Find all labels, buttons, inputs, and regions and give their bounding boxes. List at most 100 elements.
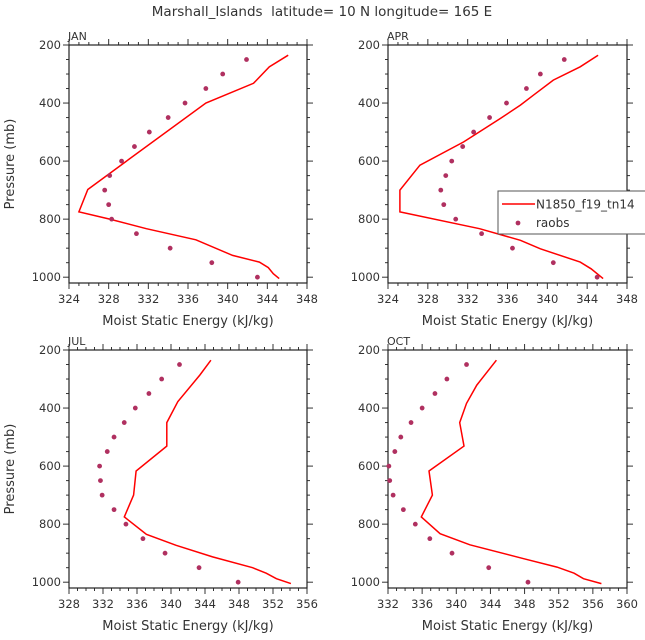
obs-point [98,478,103,484]
x-tick-label: 344 [576,292,598,306]
obs-point [132,405,138,411]
x-tick-label: 344 [479,597,501,611]
x-tick-label: 328 [98,292,120,306]
model-series-line [123,359,292,585]
legend-box [497,190,645,235]
panel-oct: 332 336 340 344 348 352 356 360 200 400 600 800 1000… [351,335,638,634]
obs-point [449,550,455,556]
x-tick-label: 340 [217,292,239,306]
panel-label: APR [387,30,409,43]
obs-point [400,507,406,513]
plot-frame [387,44,628,284]
obs-point [244,57,249,62]
obs-point [209,260,215,266]
y-tick-label: 600 [358,459,380,473]
obs-point [398,434,404,440]
obs-point [392,449,398,454]
obs-point [464,362,469,367]
legend-obs-marker [515,220,521,226]
y-tick-label: 400 [358,96,380,110]
panel-label: JAN [67,30,87,43]
x-tick-label: 356 [296,597,318,611]
y-tick-label: 800 [39,517,61,531]
plot-frame [387,349,628,589]
x-tick-label: 336 [497,292,519,306]
x-tick-label: 332 [377,597,399,611]
x-tick-label: 360 [616,597,638,611]
x-tick-label: 344 [256,292,278,306]
obs-point [203,86,209,91]
x-tick-label: 336 [126,597,148,611]
x-tick-label: 324 [58,292,80,306]
x-tick-label: 332 [92,597,114,611]
chart-title: Marshall_Islands latitude= 10 N longitud… [152,4,492,20]
model-series-line [77,54,289,280]
x-tick-label: 324 [377,292,399,306]
obs-point [182,100,188,106]
obs-point [134,231,139,237]
obs-point [111,507,117,513]
x-axis-label: Moist Static Energy (kJ/kg) [422,619,593,634]
panel-label: JUL [67,335,86,348]
x-tick-label: 332 [137,292,159,306]
y-tick-label: 1000 [32,575,61,589]
obs-point [550,260,556,266]
obs-point [432,391,438,396]
x-tick-label: 336 [177,292,199,306]
obs-point [159,376,165,382]
obs-point [412,521,418,527]
obs-point [537,71,543,77]
y-tick-label: 200 [358,38,380,52]
y-tick-label: 200 [358,343,380,357]
model-series-line [420,359,602,585]
y-tick-label: 600 [358,154,380,168]
y-tick-label: 800 [358,517,380,531]
obs-point [594,274,600,280]
obs-point [99,492,105,498]
obs-point [119,158,124,164]
legend-obs-label: raobs [536,216,570,230]
x-tick-label: 340 [160,597,182,611]
x-tick-label: 356 [582,597,604,611]
panel-label: OCT [387,335,410,348]
plot-frame [68,44,308,284]
obs-point [162,550,168,556]
obs-point [487,115,492,120]
legend-model-label: N1850_f19_tn14 [536,198,635,212]
y-tick-label: 1000 [351,575,380,589]
y-tick-label: 1000 [351,270,380,284]
obs-point [196,565,202,571]
obs-point [486,565,492,571]
x-tick-label: 348 [228,597,250,611]
x-axis-label: Moist Static Energy (kJ/kg) [102,314,273,329]
x-axis-label: Moist Static Energy (kJ/kg) [102,619,273,634]
obs-point [387,478,393,484]
legend: N1850_f19_tn14 raobs [497,190,645,235]
obs-point [121,420,127,425]
y-axis-label: Pressure (mb) [3,119,18,210]
obs-point [438,187,444,193]
obs-point [444,376,450,382]
obs-point [504,100,509,106]
x-tick-label: 348 [514,597,536,611]
obs-point [104,449,110,454]
obs-point [561,57,567,62]
obs-point [102,187,108,193]
y-tick-label: 600 [39,154,61,168]
panel-jan: 324 328 332 336 340 344 348 200 400 600 800 1000 JAN… [3,30,318,329]
obs-point [460,144,466,149]
obs-point [479,231,485,237]
obs-point [510,245,515,251]
x-tick-label: 348 [616,292,638,306]
obs-point [177,362,182,367]
obs-point [235,579,241,585]
y-tick-label: 800 [39,212,61,226]
panel-jul: 328 332 336 340 344 348 352 356 200 400 600 800 1000… [3,335,318,634]
obs-point [419,405,425,411]
obs-point [165,115,171,120]
y-axis-label: Pressure (mb) [3,424,18,515]
obs-point [443,173,449,179]
x-tick-label: 328 [417,292,439,306]
x-tick-label: 348 [296,292,318,306]
x-tick-label: 340 [445,597,467,611]
